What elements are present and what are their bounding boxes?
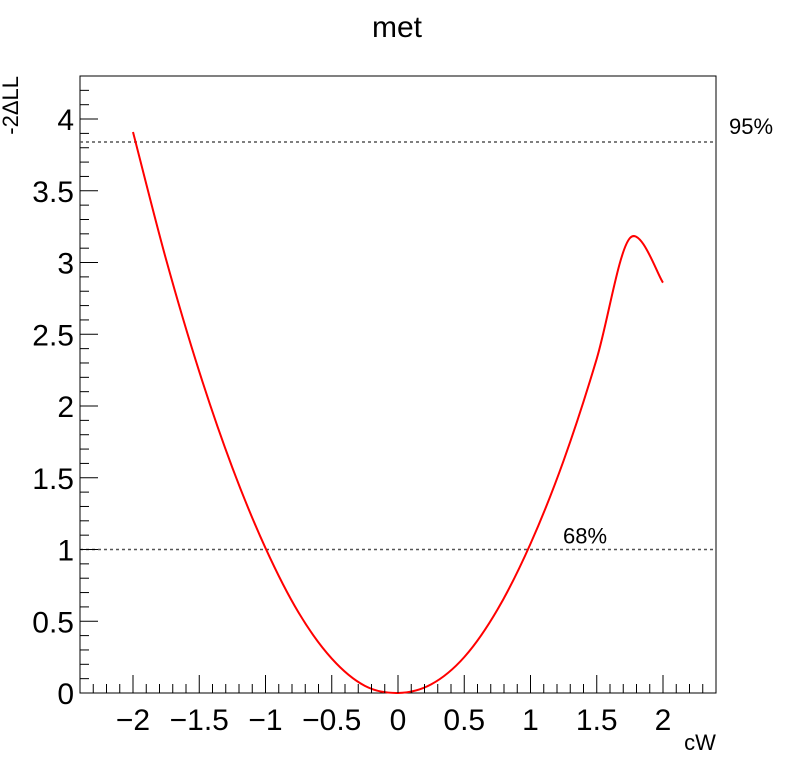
x-tick-label: 1.5 bbox=[576, 704, 618, 737]
x-axis-label: cW bbox=[684, 730, 716, 755]
reference-label-68pct: 68% bbox=[563, 524, 607, 549]
y-tick-label: 3.5 bbox=[32, 176, 74, 209]
x-tick-label: 1 bbox=[522, 704, 539, 737]
reference-label-95pct: 95% bbox=[729, 114, 773, 139]
reference-lines: 95% 68% bbox=[80, 114, 773, 551]
x-tick-label: 0 bbox=[390, 704, 407, 737]
y-tick-label: 1.5 bbox=[32, 463, 74, 496]
y-axis-label: -2ΔLL bbox=[0, 76, 23, 135]
y-tick-label: 1 bbox=[57, 535, 74, 568]
y-tick-label: 0 bbox=[57, 678, 74, 711]
plot-area-border bbox=[79, 75, 717, 694]
x-tick-label: 0.5 bbox=[443, 704, 485, 737]
x-tick-label: −1.5 bbox=[170, 704, 229, 737]
x-tick-label: 2 bbox=[655, 704, 672, 737]
y-axis-ticks: 0 0.5 1 1.5 2 2.5 3 3.5 4 bbox=[32, 75, 98, 711]
series-layer bbox=[132, 131, 664, 695]
series-line-0 bbox=[132, 131, 664, 695]
plot-frame bbox=[79, 75, 717, 694]
y-tick-label: 3 bbox=[57, 248, 74, 281]
y-tick-label: 0.5 bbox=[32, 606, 74, 639]
y-tick-label: 2 bbox=[57, 391, 74, 424]
x-tick-label: −0.5 bbox=[302, 704, 361, 737]
chart-title: met bbox=[372, 11, 423, 44]
y-tick-label: 4 bbox=[57, 104, 74, 137]
y-tick-label: 2.5 bbox=[32, 319, 74, 352]
x-tick-label: −2 bbox=[116, 704, 150, 737]
x-tick-label: −1 bbox=[248, 704, 282, 737]
x-axis-ticks: −2 −1.5 −1 −0.5 0 0.5 1 1.5 2 bbox=[79, 675, 717, 737]
